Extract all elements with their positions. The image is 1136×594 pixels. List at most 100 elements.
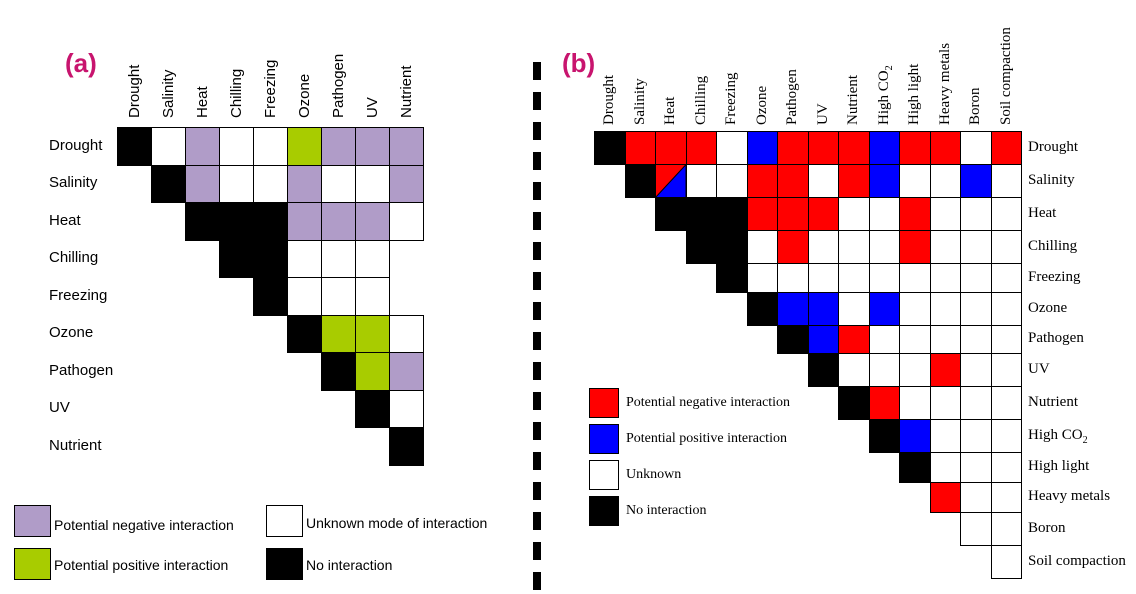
matrix-cell-ozone-heavy-metals <box>929 292 961 326</box>
legend-unknown-swatch <box>266 505 303 537</box>
legend-b-none-label: No interaction <box>626 503 707 518</box>
matrix-cell-nutrient-high-co <box>868 386 900 420</box>
legend-b-positive-swatch <box>589 424 619 454</box>
row-label-soil-compaction: Soil compaction <box>1028 552 1126 569</box>
matrix-cell-freezing-boron <box>960 263 992 293</box>
matrix-cell-drought-heat <box>655 131 687 165</box>
matrix-cell-drought-high-light <box>899 131 931 165</box>
matrix-cell-drought-heavy-metals <box>929 131 961 165</box>
col-label-uv: UV <box>364 97 381 118</box>
matrix-cell-ozone-soil-compaction <box>990 292 1022 326</box>
matrix-cell-salinity-freezing <box>253 164 288 203</box>
col-label-chilling: Chilling <box>692 75 709 125</box>
matrix-cell-chilling-pathogen <box>777 230 809 264</box>
matrix-cell-uv-high-light <box>899 353 931 387</box>
matrix-cell-uv-uv <box>807 353 839 387</box>
matrix-cell-nutrient-boron <box>960 386 992 420</box>
col-label-chilling: Chilling <box>228 68 245 118</box>
col-label-high-light: High light <box>906 63 923 125</box>
matrix-cell-heat-high-light <box>899 197 931 231</box>
matrix-cell-chilling-soil-compaction <box>990 230 1022 264</box>
matrix-cell-ozone-ozone <box>746 292 778 326</box>
row-label-high-co: High CO2 <box>1028 426 1088 446</box>
matrix-cell-ozone-boron <box>960 292 992 326</box>
matrix-cell-heat-nutrient <box>389 202 424 241</box>
matrix-cell-pathogen-pathogen <box>321 352 356 391</box>
row-label-freezing: Freezing <box>1028 268 1081 285</box>
legend-negative-swatch <box>14 505 51 537</box>
col-label-freezing: Freezing <box>262 59 279 118</box>
matrix-cell-uv-nutrient <box>838 353 870 387</box>
matrix-cell-heat-pathogen <box>321 202 356 241</box>
matrix-cell-chilling-high-light <box>899 230 931 264</box>
col-label-heavy-metals: Heavy metals <box>936 42 953 125</box>
matrix-cell-salinity-nutrient <box>838 164 870 198</box>
matrix-cell-drought-nutrient <box>389 127 424 166</box>
col-label-ozone: Ozone <box>296 73 313 118</box>
matrix-cell-heat-boron <box>960 197 992 231</box>
matrix-cell-high-light-heavy-metals <box>929 452 961 483</box>
matrix-cell-heat-chilling <box>219 202 254 241</box>
matrix-cell-drought-nutrient <box>838 131 870 165</box>
matrix-cell-heat-ozone <box>746 197 778 231</box>
matrix-cell-freezing-uv <box>807 263 839 293</box>
col-label-ozone: Ozone <box>753 85 770 125</box>
row-label-ozone: Ozone <box>49 324 94 342</box>
matrix-cell-salinity-uv <box>355 164 390 203</box>
matrix-cell-pathogen-nutrient <box>838 325 870 354</box>
matrix-cell-salinity-pathogen <box>777 164 809 198</box>
matrix-cell-uv-uv <box>355 389 390 428</box>
matrix-cell-high-co-heavy-metals <box>929 419 961 453</box>
matrix-cell-drought-drought <box>117 127 152 166</box>
row-label-nutrient: Nutrient <box>1028 393 1078 410</box>
matrix-cell-freezing-nutrient <box>838 263 870 293</box>
legend-b-negative-swatch <box>589 388 619 418</box>
matrix-cell-uv-soil-compaction <box>990 353 1022 387</box>
matrix-cell-pathogen-pathogen <box>777 325 809 354</box>
legend-b-negative-label: Potential negative interaction <box>626 395 791 410</box>
matrix-cell-heat-pathogen <box>777 197 809 231</box>
matrix-cell-boron-boron <box>960 512 992 546</box>
col-label-drought: Drought <box>126 64 143 118</box>
matrix-cell-salinity-high-light <box>899 164 931 198</box>
matrix-cell-pathogen-soil-compaction <box>990 325 1022 354</box>
col-label-heat: Heat <box>662 96 679 125</box>
matrix-cell-freezing-high-co <box>868 263 900 293</box>
matrix-cell-pathogen-uv <box>807 325 839 354</box>
matrix-cell-chilling-uv <box>807 230 839 264</box>
row-label-chilling: Chilling <box>1028 237 1078 254</box>
matrix-cell-chilling-nutrient <box>838 230 870 264</box>
col-label-drought: Drought <box>601 75 618 125</box>
matrix-cell-salinity-high-co <box>868 164 900 198</box>
matrix-cell-salinity-salinity <box>151 164 186 203</box>
matrix-cell-freezing-uv <box>355 277 390 316</box>
matrix-cell-heat-heat <box>185 202 220 241</box>
matrix-cell-salinity-freezing <box>716 164 748 198</box>
matrix-cell-drought-drought <box>594 131 626 165</box>
matrix-cell-salinity-heat <box>185 164 220 203</box>
matrix-cell-ozone-ozone <box>287 314 322 353</box>
matrix-cell-chilling-freezing <box>253 239 288 278</box>
row-label-high-light: High light <box>1028 458 1090 474</box>
matrix-cell-salinity-boron <box>960 164 992 198</box>
matrix-cell-salinity-uv <box>807 164 839 198</box>
matrix-cell-ozone-uv <box>807 292 839 326</box>
matrix-cell-salinity-ozone <box>287 164 322 203</box>
row-label-chilling: Chilling <box>49 249 99 267</box>
matrix-cell-uv-boron <box>960 353 992 387</box>
col-label-nutrient: Nutrient <box>845 75 862 125</box>
matrix-cell-nutrient-heavy-metals <box>929 386 961 420</box>
matrix-cell-drought-soil-compaction <box>990 131 1022 165</box>
legend-positive-swatch <box>14 548 51 580</box>
matrix-cell-drought-freezing <box>253 127 288 166</box>
matrix-cell-ozone-uv <box>355 314 390 353</box>
row-label-heat: Heat <box>49 211 81 229</box>
col-label-pathogen: Pathogen <box>330 53 347 118</box>
col-label-boron: Boron <box>967 87 984 126</box>
matrix-cell-drought-chilling <box>219 127 254 166</box>
matrix-cell-chilling-boron <box>960 230 992 264</box>
row-label-pathogen: Pathogen <box>49 361 114 379</box>
matrix-cell-drought-pathogen <box>321 127 356 166</box>
matrix-cell-drought-ozone <box>746 131 778 165</box>
matrix-cell-nutrient-high-light <box>899 386 931 420</box>
